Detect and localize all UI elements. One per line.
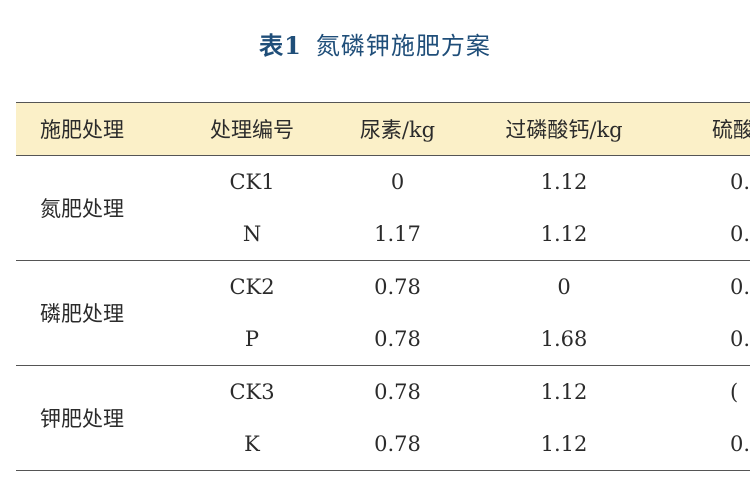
table-caption: 氮磷钾施肥方案 [315, 32, 491, 60]
cell-superphosphate: 1.12 [540, 170, 588, 194]
cell-code: CK3 [229, 380, 275, 404]
cell-urea: 0 [390, 170, 405, 194]
cell-sulfate: 0. [730, 170, 750, 194]
cell-superphosphate: 1.12 [464, 418, 664, 471]
cell-urea: 1.17 [331, 208, 464, 261]
cell-code: CK1 [229, 170, 275, 194]
cell-sulfate: 0. [664, 208, 750, 261]
header-urea: 尿素/kg [331, 102, 464, 156]
header-sulfate: 硫酸 [664, 102, 750, 156]
cell-superphosphate: 1.12 [540, 380, 588, 404]
table-number: 表1 [259, 31, 302, 60]
table-row: 氮肥处理 CK1 0 1.12 0. [16, 155, 750, 261]
header-treatment: 施肥处理 [16, 102, 173, 156]
group-label-nitrogen: 氮肥处理 [16, 155, 173, 261]
cell-sulfate: 0. [664, 313, 750, 366]
cell-sulfate: 0. [664, 418, 750, 471]
group-label-phosphorus: 磷肥处理 [16, 260, 173, 366]
cell-superphosphate: 1.12 [464, 208, 664, 261]
cell-superphosphate: 0 [557, 275, 571, 299]
group-label-potassium: 钾肥处理 [16, 365, 173, 471]
table-row: K 0.78 1.12 0. [16, 418, 750, 471]
fertilizer-table: 施肥处理 处理编号 尿素/kg 过磷酸钙/kg 硫酸 氮肥处理 CK1 0 1.… [16, 102, 750, 471]
cell-urea: 0.78 [331, 418, 464, 471]
cell-code: CK2 [229, 275, 275, 299]
cell-code: K [173, 418, 331, 471]
table-row: 磷肥处理 CK2 0.78 0 0. [16, 260, 750, 366]
cell-code: N [173, 208, 331, 261]
cell-code: P [173, 313, 331, 366]
cell-superphosphate: 1.68 [464, 313, 664, 366]
table-row: P 0.78 1.68 0. [16, 313, 750, 366]
cell-sulfate: ( [730, 380, 739, 404]
table-row: N 1.17 1.12 0. [16, 208, 750, 261]
header-superphosphate: 过磷酸钙/kg [464, 102, 664, 156]
table-row: 钾肥处理 CK3 0.78 1.12 ( [16, 365, 750, 471]
cell-urea: 0.78 [331, 313, 464, 366]
table-container: 施肥处理 处理编号 尿素/kg 过磷酸钙/kg 硫酸 氮肥处理 CK1 0 1.… [16, 102, 750, 474]
table-title: 表1 氮磷钾施肥方案 [0, 26, 750, 61]
cell-urea: 0.78 [374, 275, 421, 299]
header-row: 施肥处理 处理编号 尿素/kg 过磷酸钙/kg 硫酸 [16, 102, 750, 156]
cell-sulfate: 0. [730, 275, 750, 299]
header-code: 处理编号 [173, 102, 331, 156]
cell-urea: 0.78 [374, 380, 421, 404]
